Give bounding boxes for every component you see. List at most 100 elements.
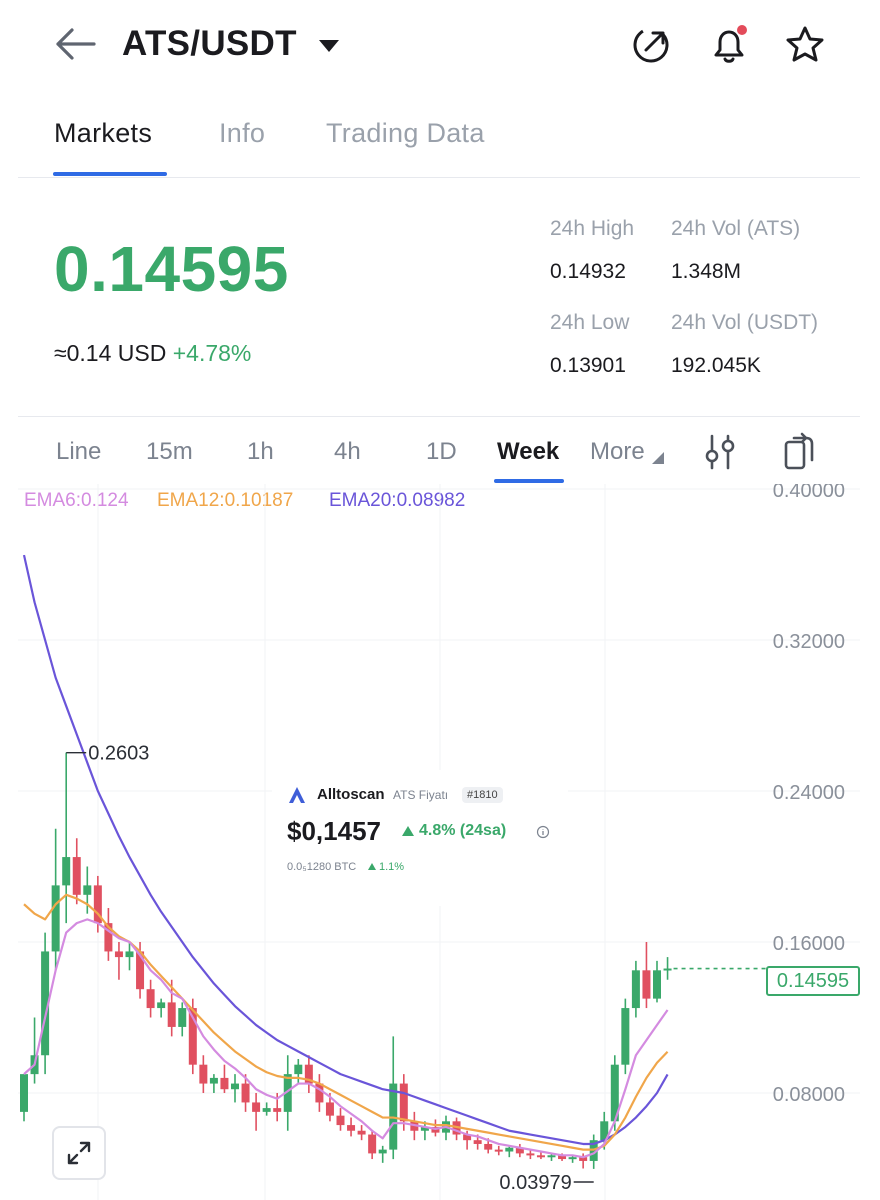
candle-body bbox=[600, 1121, 609, 1141]
low-marker-label: 0.03979 bbox=[499, 1172, 571, 1194]
main-tabs: Markets Info Trading Data bbox=[0, 100, 880, 178]
candle-body bbox=[72, 857, 81, 895]
interval-active-indicator bbox=[494, 479, 564, 483]
overlay-rank: #1810 bbox=[462, 787, 503, 803]
vol-ats-value: 1.348M bbox=[671, 260, 742, 283]
overlay-brand: Alltoscan bbox=[317, 786, 385, 803]
candle-body bbox=[558, 1155, 567, 1160]
candle-body bbox=[146, 989, 155, 1009]
candle-body bbox=[399, 1083, 408, 1122]
alltoscan-logo-icon bbox=[289, 787, 305, 803]
candle-body bbox=[20, 1074, 28, 1112]
candle-body bbox=[547, 1155, 556, 1158]
indicator-settings-icon[interactable] bbox=[700, 432, 740, 472]
candle-body bbox=[62, 857, 71, 886]
vol-usdt-value: 192.045K bbox=[671, 354, 761, 377]
candle-body bbox=[241, 1083, 250, 1103]
candle-body bbox=[336, 1115, 345, 1126]
ema-lines bbox=[22, 554, 669, 1159]
candle-body bbox=[315, 1083, 324, 1103]
candle-body bbox=[188, 1008, 197, 1065]
y-tick-label: 0.08000 bbox=[773, 1084, 845, 1106]
candle-body bbox=[484, 1143, 493, 1150]
candle-body bbox=[621, 1008, 630, 1065]
interval-bar: Line 15m 1h 4h 1D Week More bbox=[0, 418, 880, 488]
ema20-line bbox=[22, 554, 669, 1146]
candle-body bbox=[114, 951, 123, 958]
candle-body bbox=[526, 1153, 535, 1156]
y-axis-ticks: 0.40000 0.32000 0.24000 0.16000 0.08000 bbox=[773, 484, 845, 1106]
usd-approx-value: ≈0.14 USD bbox=[54, 340, 167, 366]
y-tick-label: 0.40000 bbox=[773, 484, 845, 502]
candle-body bbox=[220, 1077, 229, 1090]
candle-body bbox=[125, 951, 134, 958]
interval-1h[interactable]: 1h bbox=[247, 438, 274, 465]
tab-markets[interactable]: Markets bbox=[54, 118, 153, 148]
candle-body bbox=[420, 1126, 429, 1131]
candle-body bbox=[610, 1064, 619, 1122]
candle-body bbox=[515, 1147, 524, 1154]
top-bar: ATS/USDT bbox=[0, 0, 880, 92]
vol-usdt-label: 24h Vol (USDT) bbox=[671, 311, 819, 334]
rotate-screen-icon[interactable] bbox=[780, 432, 820, 472]
tab-info[interactable]: Info bbox=[219, 118, 266, 148]
candle-body bbox=[252, 1102, 261, 1112]
ema12-line bbox=[23, 893, 669, 1151]
candle-body bbox=[579, 1157, 588, 1161]
usd-approx: ≈0.14 USD +4.78% bbox=[54, 340, 251, 367]
y-tick-label: 0.24000 bbox=[773, 782, 845, 804]
low-value: 0.13901 bbox=[550, 354, 626, 377]
candle-body bbox=[51, 885, 60, 952]
star-icon[interactable] bbox=[782, 22, 828, 68]
candle-body bbox=[473, 1140, 482, 1144]
pair-title[interactable]: ATS/USDT bbox=[122, 24, 297, 63]
overlay-btc-change: 1.1% bbox=[379, 861, 405, 873]
interval-line[interactable]: Line bbox=[56, 438, 102, 465]
caret-down-icon[interactable] bbox=[316, 36, 342, 56]
interval-15m[interactable]: 15m bbox=[146, 438, 193, 465]
candle-body bbox=[631, 970, 640, 1009]
overlay-btc-price: 0.0₅1280 BTC bbox=[287, 861, 357, 873]
fullscreen-button[interactable] bbox=[52, 1126, 106, 1180]
candle-body bbox=[209, 1077, 218, 1084]
candlestick-chart[interactable]: 0.40000 0.32000 0.24000 0.16000 0.08000 0.26… bbox=[0, 484, 880, 1200]
price-change: +4.78% bbox=[172, 340, 252, 366]
overlay-subtitle: ATS Fiyatı bbox=[393, 788, 449, 802]
candle-body bbox=[136, 951, 145, 990]
candle-body bbox=[463, 1134, 472, 1141]
overlay-price: $0,1457 bbox=[287, 816, 381, 846]
candle-body bbox=[304, 1064, 313, 1084]
ema6-line bbox=[23, 918, 669, 1159]
last-price: 0.14595 bbox=[54, 233, 289, 305]
share-icon[interactable] bbox=[628, 22, 674, 68]
interval-more[interactable]: More bbox=[590, 438, 645, 465]
y-tick-label: 0.32000 bbox=[773, 631, 845, 653]
tab-trading-data[interactable]: Trading Data bbox=[326, 118, 485, 148]
candle-body bbox=[104, 923, 113, 952]
high-value: 0.14932 bbox=[550, 260, 626, 283]
bell-icon[interactable] bbox=[706, 22, 752, 68]
alltoscan-price-card: Alltoscan ATS Fiyatı #1810 $0,1457 4.8% … bbox=[272, 770, 568, 906]
candle-body bbox=[653, 970, 661, 999]
candle-body bbox=[357, 1130, 366, 1135]
info-icon bbox=[536, 825, 550, 839]
price-markers: 0.2603 0.03979 bbox=[66, 743, 766, 1194]
candle-body bbox=[494, 1149, 503, 1152]
candle-body bbox=[199, 1064, 208, 1084]
candle-body bbox=[378, 1149, 387, 1154]
expand-icon bbox=[67, 1141, 91, 1165]
interval-1d[interactable]: 1D bbox=[426, 438, 457, 465]
interval-4h[interactable]: 4h bbox=[334, 438, 361, 465]
tab-active-indicator bbox=[53, 172, 167, 176]
interval-week[interactable]: Week bbox=[497, 438, 560, 465]
candle-body bbox=[347, 1125, 356, 1131]
candle-body bbox=[93, 885, 102, 924]
candle-body bbox=[294, 1064, 303, 1075]
candle-body bbox=[663, 968, 672, 971]
candle-body bbox=[231, 1083, 239, 1090]
last-price-tag: 0.14595 bbox=[766, 966, 860, 996]
candle-body bbox=[536, 1155, 545, 1158]
candle-body bbox=[505, 1147, 514, 1152]
back-arrow-icon[interactable] bbox=[50, 22, 100, 66]
candle-body bbox=[568, 1157, 577, 1160]
